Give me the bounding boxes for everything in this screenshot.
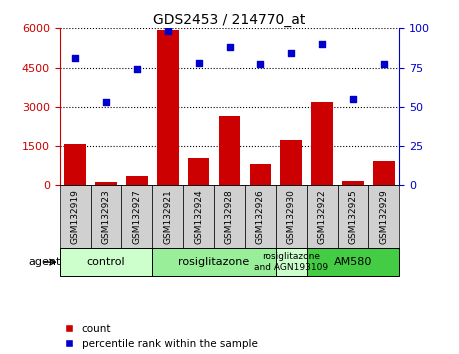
Text: GSM132930: GSM132930 (287, 189, 296, 244)
Bar (250, 165, 271, 185)
FancyBboxPatch shape (337, 185, 369, 248)
FancyBboxPatch shape (183, 185, 214, 248)
Text: GSM132921: GSM132921 (163, 189, 172, 244)
Text: rosiglitazone
and AGN193109: rosiglitazone and AGN193109 (254, 252, 328, 272)
Point (195, 60, 202, 66)
FancyBboxPatch shape (276, 248, 307, 276)
Point (133, 66, 140, 72)
Bar (280, 139, 302, 185)
Text: agent: agent (28, 257, 60, 267)
Text: GSM132923: GSM132923 (101, 189, 111, 244)
FancyBboxPatch shape (60, 185, 90, 248)
Point (319, 41, 326, 47)
FancyBboxPatch shape (152, 248, 276, 276)
FancyBboxPatch shape (122, 185, 152, 248)
Text: GSM132926: GSM132926 (256, 189, 265, 244)
Point (380, 62, 387, 67)
Point (226, 44, 233, 50)
FancyBboxPatch shape (214, 185, 245, 248)
Bar (311, 102, 333, 185)
Text: AM580: AM580 (334, 257, 372, 267)
Point (288, 51, 295, 56)
Point (102, 99, 110, 105)
Legend: count, percentile rank within the sample: count, percentile rank within the sample (65, 324, 257, 349)
Bar (218, 116, 241, 185)
Bar (64, 144, 86, 185)
Bar (188, 158, 209, 185)
Text: rosiglitazone: rosiglitazone (179, 257, 250, 267)
FancyBboxPatch shape (90, 185, 122, 248)
FancyBboxPatch shape (369, 185, 399, 248)
Text: GSM132919: GSM132919 (71, 189, 79, 244)
Text: GSM132922: GSM132922 (318, 189, 327, 244)
FancyBboxPatch shape (307, 185, 337, 248)
Text: GSM132925: GSM132925 (348, 189, 358, 244)
Bar (126, 176, 148, 185)
Title: GDS2453 / 214770_at: GDS2453 / 214770_at (153, 13, 306, 27)
Bar (95, 182, 117, 185)
Text: GSM132924: GSM132924 (194, 189, 203, 244)
FancyBboxPatch shape (307, 248, 399, 276)
Text: GSM132929: GSM132929 (380, 189, 388, 244)
FancyBboxPatch shape (276, 185, 307, 248)
Bar (342, 182, 364, 185)
Point (257, 62, 264, 67)
FancyBboxPatch shape (152, 185, 183, 248)
Point (164, 29, 171, 34)
Bar (157, 30, 179, 185)
FancyBboxPatch shape (245, 185, 276, 248)
Bar (373, 160, 395, 185)
Point (349, 96, 357, 102)
Text: control: control (87, 257, 125, 267)
Text: GSM132928: GSM132928 (225, 189, 234, 244)
FancyBboxPatch shape (60, 248, 152, 276)
Point (72, 55, 79, 61)
Text: GSM132927: GSM132927 (132, 189, 141, 244)
